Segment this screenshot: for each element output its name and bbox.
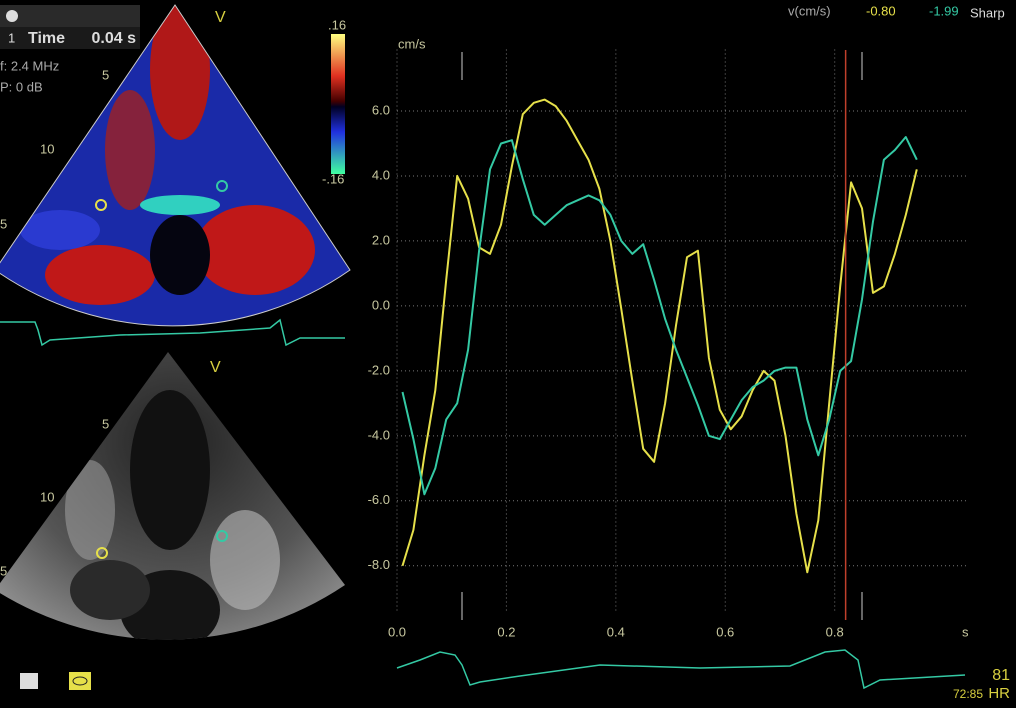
series-line — [401, 136, 918, 496]
roi-yellow — [96, 547, 108, 559]
depth-label: 5 — [102, 416, 109, 431]
pencil-tool[interactable] — [20, 673, 38, 689]
ecg-top — [0, 318, 345, 347]
y-tick-label: 0.0 — [372, 297, 390, 312]
orientation-marker: V — [215, 9, 226, 26]
heart-rate: 81 — [992, 667, 1010, 684]
roi-teal — [216, 530, 228, 542]
depth-label: 5 — [0, 216, 7, 231]
depth-label: 5 — [0, 563, 7, 578]
header-unit: v(cm/s) — [788, 3, 831, 18]
panel-bar — [0, 5, 140, 27]
panel-time: 0.04 s — [92, 30, 137, 47]
header-mode: Sharp — [970, 5, 1005, 20]
scale-min: -.16 — [322, 171, 344, 186]
orientation-marker: V — [210, 359, 221, 376]
panel-label: Time — [28, 30, 65, 47]
y-tick-label: 4.0 — [372, 167, 390, 182]
y-tick-label: 6.0 — [372, 102, 390, 117]
color-scale — [331, 34, 345, 174]
y-tick-label: -8.0 — [368, 557, 390, 572]
power: P: 0 dB — [0, 79, 43, 94]
ecg-bottom — [396, 649, 966, 690]
header-value: -0.80 — [866, 3, 896, 18]
roi-teal — [216, 180, 228, 192]
fan-outline — [0, 4, 351, 327]
x-tick-label: 0.2 — [497, 624, 515, 639]
series-line — [401, 98, 918, 574]
panel-index: 1 — [8, 30, 15, 45]
scale-max: .16 — [328, 17, 346, 32]
panel-row — [0, 27, 140, 49]
time-code: 72:85 — [953, 687, 983, 701]
bmode-image — [0, 352, 345, 640]
y-tick-label: -6.0 — [368, 492, 390, 507]
y-tick-label: -2.0 — [368, 362, 390, 377]
x-tick-label: 0.6 — [716, 624, 734, 639]
frequency: f: 2.4 MHz — [0, 58, 59, 73]
x-tick-label: 0.4 — [607, 624, 625, 639]
depth-label: 10 — [40, 141, 54, 156]
doppler-image — [0, 5, 350, 326]
x-tick-label: 0.8 — [826, 624, 844, 639]
y-tick-label: -4.0 — [368, 427, 390, 442]
hr-label: HR — [988, 685, 1010, 702]
header-value: -1.99 — [929, 3, 959, 18]
ellipse-tool[interactable] — [69, 672, 91, 690]
x-unit: s — [962, 624, 969, 639]
roi-yellow — [95, 199, 107, 211]
y-unit: cm/s — [398, 36, 426, 51]
depth-label: 5 — [102, 67, 109, 82]
ellipse-icon — [72, 676, 88, 686]
depth-label: 10 — [40, 489, 54, 504]
collapse-button[interactable] — [6, 10, 18, 22]
x-tick-label: 0.0 — [388, 624, 406, 639]
y-tick-label: 2.0 — [372, 232, 390, 247]
